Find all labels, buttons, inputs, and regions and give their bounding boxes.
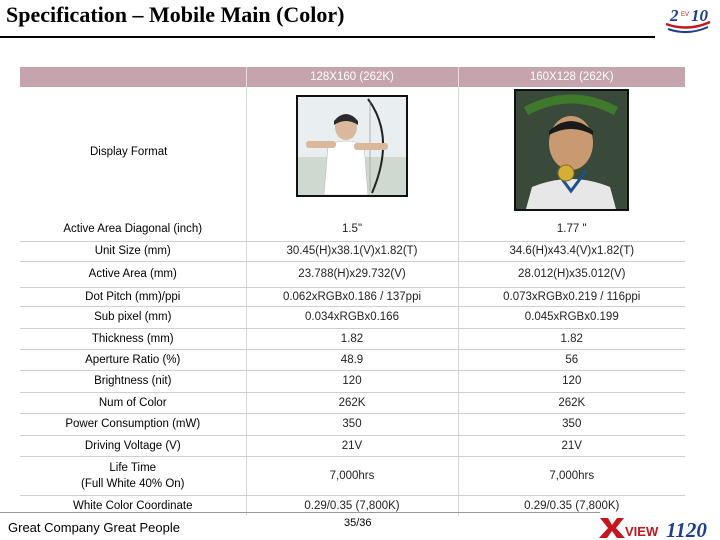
row-label: Brightness (nit) xyxy=(20,370,246,393)
footer-divider xyxy=(0,512,600,513)
row-label: White Color Coordinate xyxy=(20,495,246,516)
row-value-160x128: 21V xyxy=(457,435,685,457)
svg-text:EV: EV xyxy=(681,12,689,18)
row-value-160x128: 34.6(H)x43.4(V)x1.82(T) xyxy=(457,241,685,262)
table-row: Life Time (Full White 40% On) 7,000hrs 7… xyxy=(20,456,685,496)
athlete-illustration xyxy=(516,91,628,209)
row-value-128x160: 1.5" xyxy=(245,217,458,242)
archer-illustration xyxy=(298,97,406,195)
row-value-128x160: 1.82 xyxy=(245,328,458,350)
table-row: Power Consumption (mW) 350 350 xyxy=(20,413,685,436)
row-label: Dot Pitch (mm)/ppi xyxy=(20,287,246,307)
table-row: Dot Pitch (mm)/ppi 0.062xRGBx0.186 / 137… xyxy=(20,287,685,307)
row-label: Num of Color xyxy=(20,392,246,414)
header-cell-160x128: 160X128 (262K) xyxy=(457,67,685,87)
row-value-160x128: 0.073xRGBx0.219 / 116ppi xyxy=(457,287,685,307)
row-label: Aperture Ratio (%) xyxy=(20,349,246,371)
row-value-128x160: 48.9 xyxy=(245,349,458,371)
row-value-160x128: 1.77 " xyxy=(457,217,685,242)
row-value-128x160: 21V xyxy=(245,435,458,457)
svg-text:VIEW: VIEW xyxy=(625,524,659,539)
page-title: Specification – Mobile Main (Color) xyxy=(6,2,345,27)
row-value-128x160: 350 xyxy=(245,413,458,436)
row-label: Active Area Diagonal (inch) xyxy=(20,217,246,242)
row-value-128x160: 7,000hrs xyxy=(245,456,458,496)
row-value-160x128: 0.045xRGBx0.199 xyxy=(457,306,685,329)
row-label-sub: (Full White 40% On) xyxy=(80,477,185,490)
row-value-160x128: 120 xyxy=(457,370,685,393)
display-photo-160x128 xyxy=(514,89,630,211)
table-row: Active Area Diagonal (inch) 1.5" 1.77 " xyxy=(20,217,685,242)
row-label: Sub pixel (mm) xyxy=(20,306,246,329)
row-value-160x128: 0.29/0.35 (7,800K) xyxy=(457,495,685,516)
xview-1120-logo: VIEW 1120 xyxy=(599,518,707,540)
header-cell-blank xyxy=(20,67,246,87)
row-value-128x160: 23.788(H)x29.732(V) xyxy=(245,261,458,288)
footer-slogan: Great Company Great People xyxy=(8,520,180,535)
row-label: Life Time xyxy=(109,461,157,474)
display-format-label: Display Format xyxy=(20,87,246,217)
table-row: Thickness (mm) 1.82 1.82 xyxy=(20,328,685,350)
svg-text:10: 10 xyxy=(691,6,709,25)
table-row: Sub pixel (mm) 0.034xRGBx0.166 0.045xRGB… xyxy=(20,306,685,329)
svg-text:1120: 1120 xyxy=(666,518,707,540)
spec-table: 128X160 (262K) 160X128 (262K) Display Fo… xyxy=(20,67,685,516)
row-label: Power Consumption (mW) xyxy=(20,413,246,436)
row-value-160x128: 7,000hrs xyxy=(457,456,685,496)
table-row: Aperture Ratio (%) 48.9 56 xyxy=(20,349,685,371)
table-row: Driving Voltage (V) 21V 21V xyxy=(20,435,685,457)
row-value-128x160: 0.062xRGBx0.186 / 137ppi xyxy=(245,287,458,307)
row-value-160x128: 28.012(H)x35.012(V) xyxy=(457,261,685,288)
table-row: Num of Color 262K 262K xyxy=(20,392,685,414)
table-row: White Color Coordinate 0.29/0.35 (7,800K… xyxy=(20,495,685,516)
row-value-160x128: 1.82 xyxy=(457,328,685,350)
table-row: Active Area (mm) 23.788(H)x29.732(V) 28.… xyxy=(20,261,685,288)
row-label: Thickness (mm) xyxy=(20,328,246,350)
row-value-160x128: 262K xyxy=(457,392,685,414)
svg-text:2: 2 xyxy=(669,6,679,25)
page-number: 35/36 xyxy=(344,517,372,529)
table-row-display-format: Display Format xyxy=(20,87,685,217)
display-photo-128x160 xyxy=(296,95,408,197)
table-row: Brightness (nit) 120 120 xyxy=(20,370,685,393)
row-value-128x160: 120 xyxy=(245,370,458,393)
header-cell-128x160: 128X160 (262K) xyxy=(245,67,458,87)
row-value-128x160: 0.034xRGBx0.166 xyxy=(245,306,458,329)
event-2010-logo: 2 EV 10 xyxy=(665,6,711,33)
row-label: Active Area (mm) xyxy=(20,261,246,288)
title-divider xyxy=(0,36,655,38)
row-label: Unit Size (mm) xyxy=(20,241,246,262)
table-header-row: 128X160 (262K) 160X128 (262K) xyxy=(20,67,685,87)
table-row: Unit Size (mm) 30.45(H)x38.1(V)x1.82(T) … xyxy=(20,241,685,262)
row-label: Driving Voltage (V) xyxy=(20,435,246,457)
row-value-160x128: 56 xyxy=(457,349,685,371)
row-value-128x160: 30.45(H)x38.1(V)x1.82(T) xyxy=(245,241,458,262)
row-value-128x160: 0.29/0.35 (7,800K) xyxy=(245,495,458,516)
row-value-160x128: 350 xyxy=(457,413,685,436)
row-value-128x160: 262K xyxy=(245,392,458,414)
